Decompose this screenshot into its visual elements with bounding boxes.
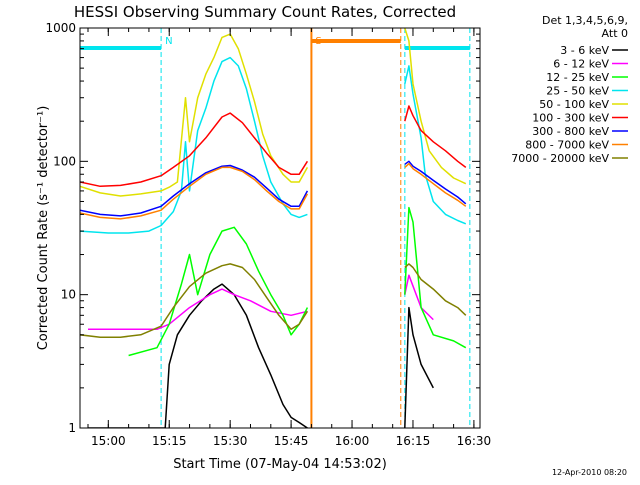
series-line-1-seg-1 bbox=[404, 274, 434, 321]
series-line-3-seg-0 bbox=[80, 56, 308, 234]
x-tick-label-3: 15:45 bbox=[274, 434, 309, 448]
legend-label-0: 3 - 6 keV bbox=[560, 44, 609, 57]
series-line-6-seg-1 bbox=[404, 160, 467, 205]
x-tick-label-0: 15:00 bbox=[91, 434, 126, 448]
x-tick-label-5: 16:15 bbox=[396, 434, 431, 448]
x-tick-label-2: 15:30 bbox=[213, 434, 248, 448]
chart-title: HESSI Observing Summary Count Rates, Cor… bbox=[74, 3, 456, 21]
x-tick-label-1: 15:15 bbox=[152, 434, 187, 448]
x-tick-label-6: 16:30 bbox=[457, 434, 492, 448]
y-tick-label-1: 10 bbox=[61, 288, 76, 302]
series-line-7-seg-0 bbox=[80, 166, 309, 220]
legend-header-attenuator: Att 0 bbox=[602, 27, 628, 40]
series-line-8-seg-1 bbox=[404, 263, 467, 316]
series-line-4-seg-1 bbox=[404, 28, 467, 185]
x-tick-label-4: 16:00 bbox=[335, 434, 370, 448]
series-line-5-seg-0 bbox=[80, 112, 309, 188]
y-axis-label: Corrected Count Rate (s⁻¹ detector⁻¹) bbox=[36, 106, 51, 351]
flag-label-0: N bbox=[165, 36, 172, 47]
legend-label-2: 12 - 25 keV bbox=[546, 71, 609, 84]
legend-label-4: 50 - 100 keV bbox=[539, 98, 609, 111]
axes: 15:00 15:15 15:30 15:45 16:00 16:15 16:30 1 10 10… bbox=[45, 21, 491, 448]
series-line-5-seg-1 bbox=[404, 105, 467, 168]
legend-label-7: 800 - 7000 keV bbox=[525, 139, 609, 152]
footer-timestamp: 12-Apr-2010 08:20 bbox=[552, 468, 627, 477]
y-tick-label-2: 100 bbox=[53, 154, 76, 168]
series-line-6-seg-0 bbox=[80, 164, 309, 217]
flag-label-1: S bbox=[315, 36, 321, 47]
legend-header-detectors: Det 1,3,4,5,6,9, bbox=[542, 14, 628, 27]
series-line-2-seg-2 bbox=[404, 206, 467, 349]
series-line-0-seg-1 bbox=[404, 306, 434, 428]
series-line-7-seg-1 bbox=[404, 162, 467, 207]
legend-label-1: 6 - 12 keV bbox=[553, 58, 609, 71]
legend-label-8: 7000 - 20000 keV bbox=[511, 152, 609, 165]
legend-label-3: 25 - 50 keV bbox=[546, 85, 609, 98]
series-line-0-seg-0 bbox=[88, 283, 308, 428]
legend-label-6: 300 - 800 keV bbox=[532, 125, 609, 138]
x-axis-label: Start Time (07-May-04 14:53:02) bbox=[173, 457, 387, 472]
y-tick-label-0: 1 bbox=[68, 421, 76, 435]
y-tick-label-3: 1000 bbox=[45, 21, 76, 35]
legend-label-5: 100 - 300 keV bbox=[532, 112, 609, 125]
plot-frame bbox=[79, 27, 481, 429]
series-line-8-seg-0 bbox=[80, 263, 309, 338]
